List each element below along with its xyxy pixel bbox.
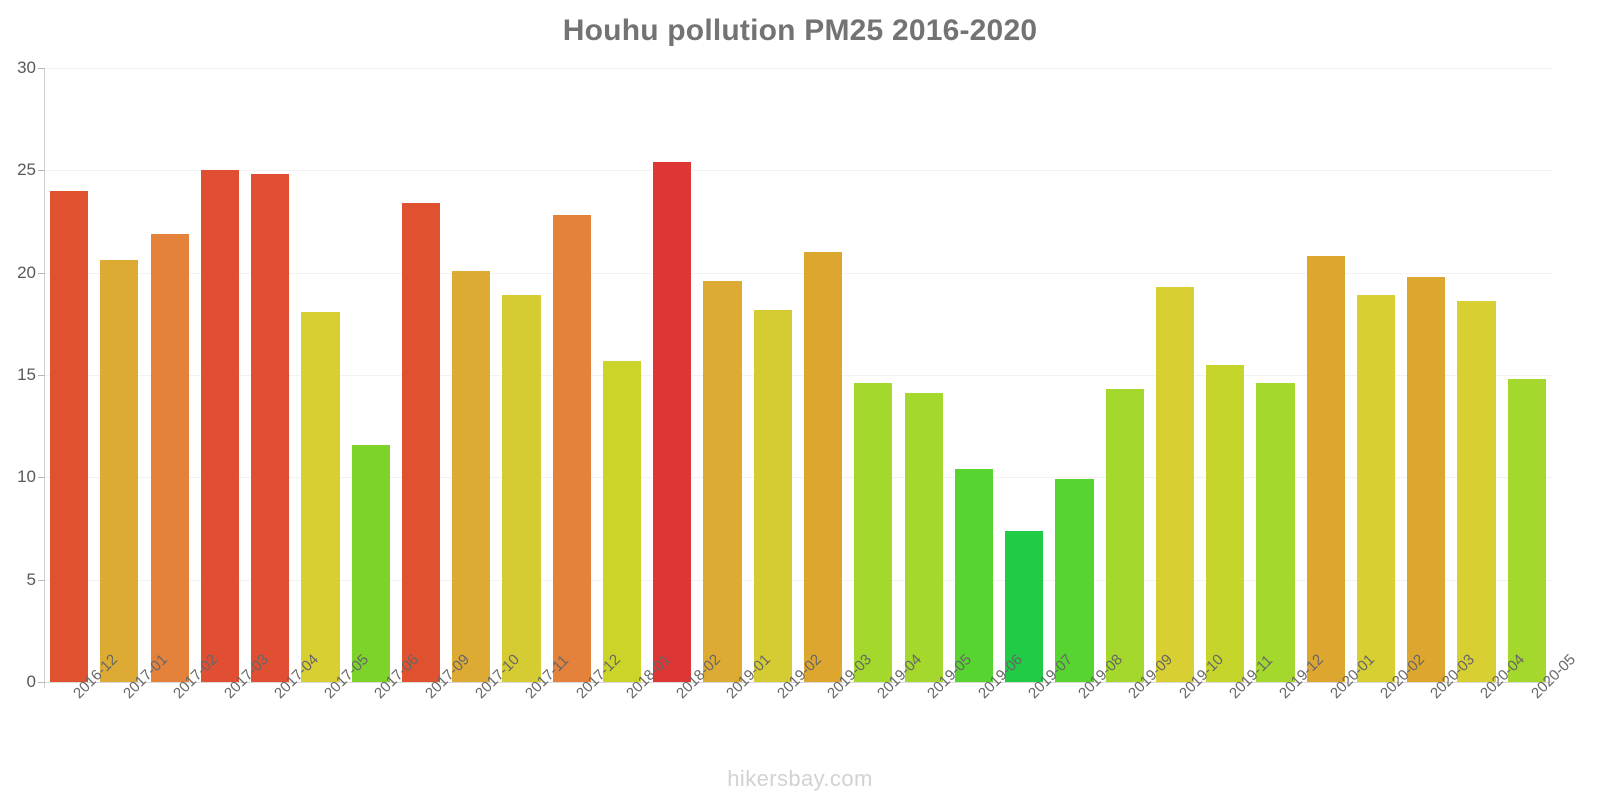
- y-tick-mark-10: [38, 477, 45, 479]
- bar-2020-02[interactable]: [1356, 295, 1396, 682]
- bar-2019-01[interactable]: [703, 280, 742, 682]
- bar-2017-04[interactable]: [251, 174, 290, 682]
- bar-2020-01[interactable]: [1306, 256, 1345, 682]
- bar-2019-06[interactable]: [954, 469, 994, 682]
- bar-2019-07[interactable]: [1005, 530, 1044, 682]
- bar-2017-02[interactable]: [150, 233, 189, 682]
- bar-2020-03[interactable]: [1407, 276, 1446, 682]
- y-tick-label-10: 10: [17, 467, 36, 487]
- gridline-25: [44, 170, 1552, 172]
- gridline-20: [44, 272, 1552, 274]
- bar-2018-01[interactable]: [602, 360, 642, 682]
- bar-2019-08[interactable]: [1055, 479, 1094, 682]
- bar-2019-03[interactable]: [804, 252, 843, 682]
- bar-2017-12[interactable]: [552, 215, 591, 682]
- y-tick-label-30: 30: [17, 58, 36, 77]
- bar-2019-04[interactable]: [854, 383, 893, 682]
- bar-2017-10[interactable]: [452, 270, 491, 682]
- y-axis-line: [44, 68, 45, 688]
- bar-2017-11[interactable]: [502, 295, 541, 682]
- y-tick-label-0: 0: [26, 672, 36, 691]
- bar-2019-11[interactable]: [1206, 364, 1245, 682]
- y-tick-mark-15: [38, 375, 45, 376]
- y-tick-mark-20: [38, 272, 45, 274]
- page-title: Houhu pollution PM25 2016-2020: [562, 14, 1038, 47]
- y-tick-label-15: 15: [17, 365, 36, 384]
- y-tick-mark-30: [38, 68, 45, 69]
- bars-layer: [44, 68, 1552, 682]
- source-watermark: hikersbay.com: [727, 766, 873, 791]
- gridline-10: [44, 477, 1552, 479]
- bar-2019-10[interactable]: [1155, 287, 1195, 682]
- gridline-0: [44, 682, 1552, 683]
- y-tick-mark-5: [38, 579, 45, 581]
- bar-2019-09[interactable]: [1105, 389, 1144, 682]
- x-axis-tick-labels: 2016-12 2017-01 2017-02 2017-03 2017-04 2017-…: [44, 651, 1579, 754]
- bar-2017-03[interactable]: [200, 170, 240, 682]
- y-tick-label-5: 5: [26, 569, 36, 589]
- bar-2016-12[interactable]: [50, 190, 89, 682]
- y-tick-mark-0: [38, 682, 45, 683]
- gridline-30: [44, 68, 1552, 69]
- gridline-15: [44, 375, 1552, 376]
- y-tick-label-20: 20: [17, 262, 36, 282]
- bar-2017-06[interactable]: [351, 444, 390, 682]
- bar-2017-01[interactable]: [100, 260, 139, 682]
- bar-2018-02[interactable]: [653, 162, 692, 682]
- bar-2017-05[interactable]: [301, 311, 340, 682]
- bar-2019-05[interactable]: [904, 393, 943, 682]
- bar-2020-05[interactable]: [1507, 379, 1546, 682]
- y-tick-label-25: 25: [17, 160, 36, 180]
- y-tick-mark-25: [38, 170, 45, 172]
- bar-2019-02[interactable]: [753, 309, 792, 682]
- bar-2017-09[interactable]: [401, 203, 441, 682]
- gridline-5: [44, 579, 1552, 581]
- plot-area: [44, 68, 1552, 683]
- bar-2019-12[interactable]: [1256, 383, 1295, 682]
- bar-2020-04[interactable]: [1457, 301, 1496, 682]
